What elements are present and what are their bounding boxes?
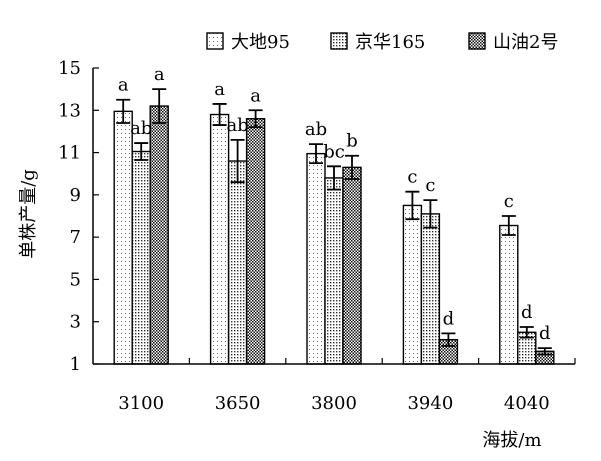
error-bars	[116, 88, 552, 356]
bar	[149, 105, 169, 365]
y-axis-title: 单株产量/g	[18, 169, 39, 259]
bar	[342, 166, 362, 365]
significance-label: b	[346, 131, 358, 152]
legend-swatch	[206, 32, 224, 50]
significance-label: ab	[130, 118, 152, 139]
x-tick-label: 3100	[118, 393, 164, 414]
error-bar	[501, 215, 516, 236]
y-tick-label: 3	[70, 312, 81, 333]
error-bar	[212, 103, 227, 126]
error-bar	[405, 190, 420, 221]
significance-label: c	[425, 175, 435, 196]
legend-swatch	[468, 32, 486, 50]
significance-label: a	[250, 85, 261, 106]
bar	[131, 150, 151, 365]
y-tick-label: 7	[70, 227, 81, 248]
y-tick-label: 9	[70, 185, 81, 206]
significance-label: a	[154, 64, 165, 85]
x-tick-label: 3650	[215, 393, 261, 414]
significance-label: ab	[305, 119, 327, 140]
x-tick-label: 3940	[407, 393, 453, 414]
y-tick-label: 13	[58, 100, 81, 121]
bar	[324, 177, 344, 365]
bar	[306, 152, 326, 365]
legend-label: 大地95	[231, 32, 290, 53]
legend-swatch	[330, 32, 348, 50]
significance-label: d	[539, 323, 551, 344]
significance-label: d	[521, 302, 533, 323]
error-bar	[230, 138, 245, 184]
significance-label: bc	[323, 141, 345, 162]
significance-label: ab	[226, 115, 248, 136]
error-bar	[327, 165, 341, 191]
y-tick-label: 15	[58, 58, 81, 79]
error-bar	[116, 98, 131, 124]
legend-label: 京华165	[355, 32, 425, 53]
significance-label: a	[214, 79, 225, 100]
bar	[209, 113, 230, 365]
error-bar	[248, 109, 263, 129]
bar	[227, 160, 248, 365]
bar	[402, 204, 423, 365]
error-bar	[309, 143, 323, 165]
y-tick-label: 1	[70, 354, 81, 375]
legend-label: 山油2号	[493, 32, 558, 53]
significance-label: c	[407, 167, 417, 188]
error-bar	[537, 347, 552, 356]
bar	[420, 213, 441, 365]
x-ticks: 3100 3650 3800 3940 4040	[118, 358, 576, 414]
y-tick-label: 11	[58, 143, 81, 164]
error-bar	[423, 199, 438, 229]
error-bar	[152, 88, 167, 124]
error-bar	[519, 326, 534, 339]
significance-label: d	[443, 308, 455, 329]
x-tick-label: 3800	[311, 393, 357, 414]
significance-label: c	[504, 191, 514, 212]
bar	[113, 110, 133, 365]
y-tick-label: 5	[70, 269, 81, 290]
error-bar	[441, 332, 456, 347]
x-tick-label: 4040	[504, 393, 550, 414]
x-axis-title: 海拔/m	[482, 430, 541, 451]
error-bar	[134, 142, 149, 161]
bar	[499, 224, 519, 365]
legend: 大地95 京华165 山油2号	[206, 32, 558, 53]
bar	[245, 118, 266, 365]
error-bar	[345, 154, 359, 180]
significance-label: a	[118, 75, 129, 96]
